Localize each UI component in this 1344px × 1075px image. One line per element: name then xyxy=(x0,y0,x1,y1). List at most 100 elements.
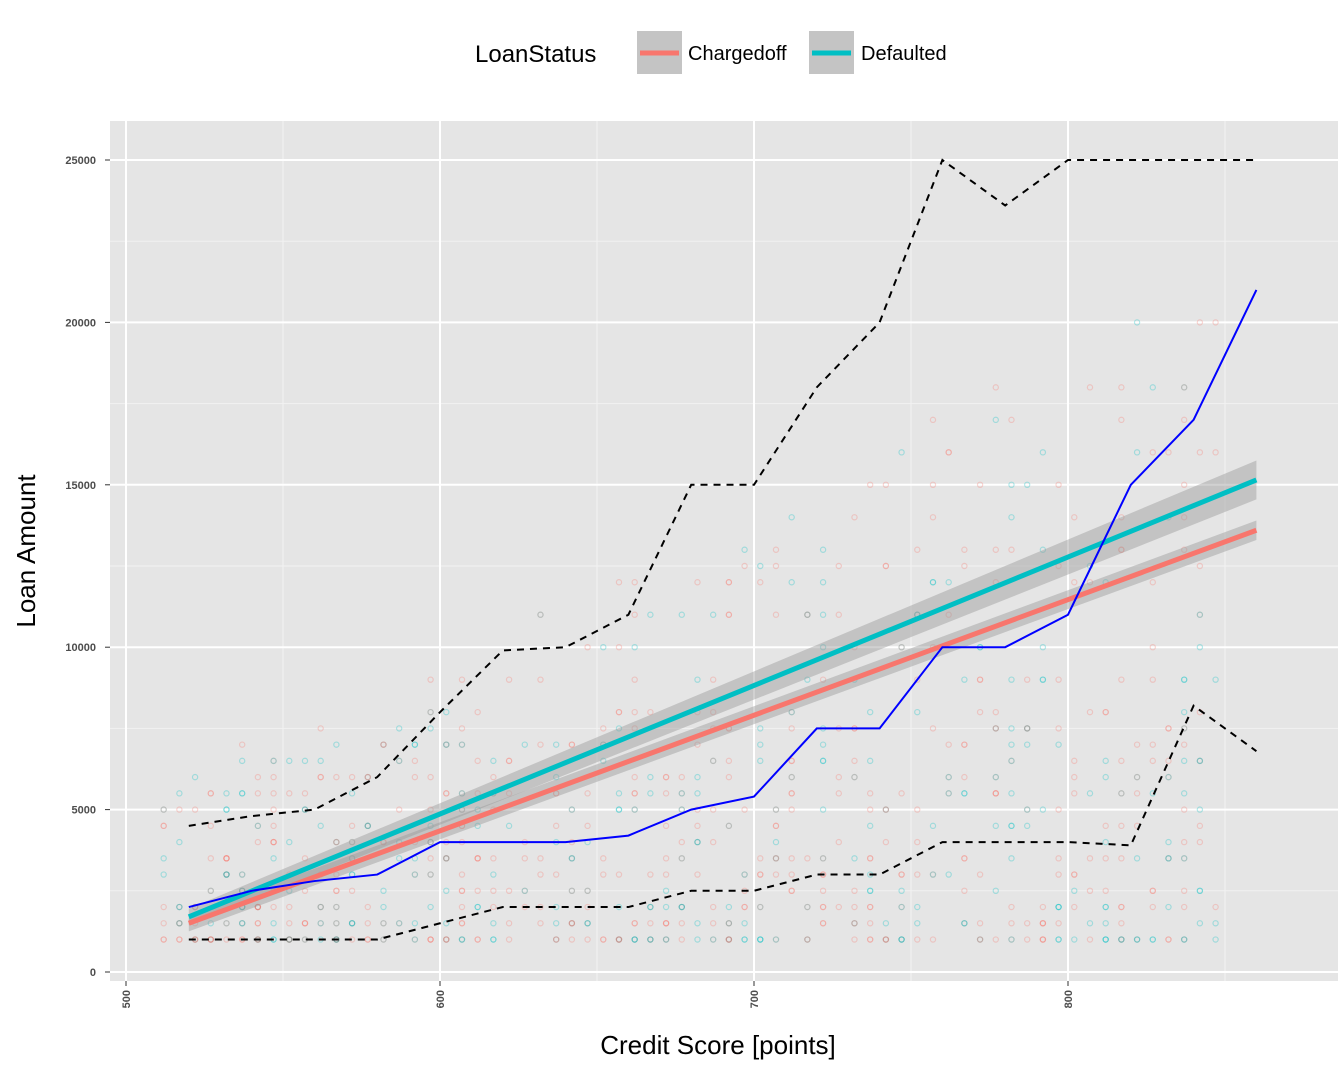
scatter-point xyxy=(270,838,277,846)
scatter-point xyxy=(976,936,984,943)
scatter-point xyxy=(772,855,780,862)
scatter-point xyxy=(615,579,623,586)
scatter-point xyxy=(254,790,262,797)
scatter-point xyxy=(301,920,309,927)
scatter-point xyxy=(662,920,670,927)
scatter-point xyxy=(1180,384,1188,391)
scatter-point xyxy=(976,676,984,683)
scatter-point xyxy=(647,936,654,943)
scatter-point xyxy=(694,790,701,797)
scatter-point xyxy=(490,855,497,862)
scatter-point xyxy=(427,773,434,781)
scatter-point xyxy=(505,757,513,765)
scatter-point xyxy=(427,838,434,846)
scatter-point xyxy=(725,822,733,830)
scatter-point xyxy=(364,822,371,830)
scatter-point xyxy=(411,741,419,748)
scatter-point xyxy=(631,708,638,716)
scatter-point xyxy=(1102,920,1109,927)
scatter-point xyxy=(1102,838,1109,846)
scatter-point xyxy=(395,920,403,927)
y-tick-label: 25000 xyxy=(65,155,96,167)
scatter-point xyxy=(568,741,576,748)
scatter-point xyxy=(176,790,183,797)
scatter-point xyxy=(223,871,230,878)
scatter-point xyxy=(709,611,717,618)
scatter-point xyxy=(1118,757,1125,765)
y-tick-label: 5000 xyxy=(72,805,96,817)
scatter-point xyxy=(992,725,999,732)
scatter-point xyxy=(584,790,591,797)
scatter-point xyxy=(678,903,685,911)
scatter-point xyxy=(772,855,780,862)
scatter-point xyxy=(1071,871,1078,878)
scatter-point xyxy=(1118,855,1125,862)
scatter-point xyxy=(395,806,403,813)
scatter-point xyxy=(835,838,842,846)
scatter-point xyxy=(992,416,999,424)
scatter-point xyxy=(568,920,576,927)
scatter-point xyxy=(584,920,591,927)
scatter-point xyxy=(160,920,167,927)
scatter-point xyxy=(1071,773,1078,781)
scatter-point xyxy=(443,855,450,862)
scatter-point xyxy=(1039,920,1047,927)
scatter-point xyxy=(757,903,764,911)
scatter-point xyxy=(1008,481,1015,488)
scatter-point xyxy=(914,806,921,813)
scatter-point xyxy=(552,871,560,878)
scatter-point xyxy=(223,855,230,862)
scatter-point xyxy=(788,757,795,765)
scatter-point xyxy=(474,903,481,911)
scatter-point xyxy=(443,855,450,862)
scatter-point xyxy=(1180,481,1188,488)
scatter-point xyxy=(443,708,450,716)
scatter-point xyxy=(427,822,434,830)
scatter-point xyxy=(552,936,560,943)
scatter-point xyxy=(160,936,167,943)
scatter-point xyxy=(647,903,654,911)
scatter-point xyxy=(1133,936,1141,943)
scatter-point xyxy=(1180,384,1188,391)
scatter-point xyxy=(160,806,167,813)
scatter-point xyxy=(804,611,811,618)
scatter-point xyxy=(1133,773,1141,781)
scatter-point xyxy=(1149,384,1156,391)
scatter-point xyxy=(725,822,733,830)
scatter-point xyxy=(662,855,670,862)
scatter-point xyxy=(505,887,513,895)
scatter-point xyxy=(176,903,183,911)
scatter-point xyxy=(851,920,858,927)
scatter-point xyxy=(1165,936,1172,943)
scatter-point xyxy=(443,790,450,797)
scatter-point xyxy=(380,741,387,748)
scatter-point xyxy=(914,871,921,878)
scatter-point xyxy=(521,741,528,748)
scatter-point xyxy=(552,790,560,797)
scatter-point xyxy=(1180,855,1188,862)
scatter-point xyxy=(945,741,952,748)
scatter-point xyxy=(804,936,811,943)
x-tick-label: 600 xyxy=(435,990,447,1008)
scatter-point xyxy=(835,611,842,618)
scatter-point xyxy=(568,806,576,813)
scatter-point xyxy=(348,790,356,797)
scatter-point xyxy=(819,611,827,618)
scatter-point xyxy=(333,903,340,911)
fit-and-quantile-lines xyxy=(187,158,1258,941)
scatter-point xyxy=(1196,757,1204,765)
scatter-point xyxy=(427,855,434,862)
scatter-point xyxy=(505,676,513,683)
scatter-point xyxy=(364,920,371,927)
scatter-point xyxy=(694,579,701,586)
scatter-point xyxy=(788,773,795,781)
scatter-point xyxy=(1086,579,1094,586)
scatter-point xyxy=(254,822,262,830)
scatter-point xyxy=(333,871,340,878)
scatter-point xyxy=(992,790,999,797)
scatter-point xyxy=(804,936,811,943)
scatter-point xyxy=(254,773,262,781)
scatter-point xyxy=(1118,936,1125,943)
scatter-point xyxy=(537,611,544,618)
scatter-point xyxy=(1165,757,1172,765)
